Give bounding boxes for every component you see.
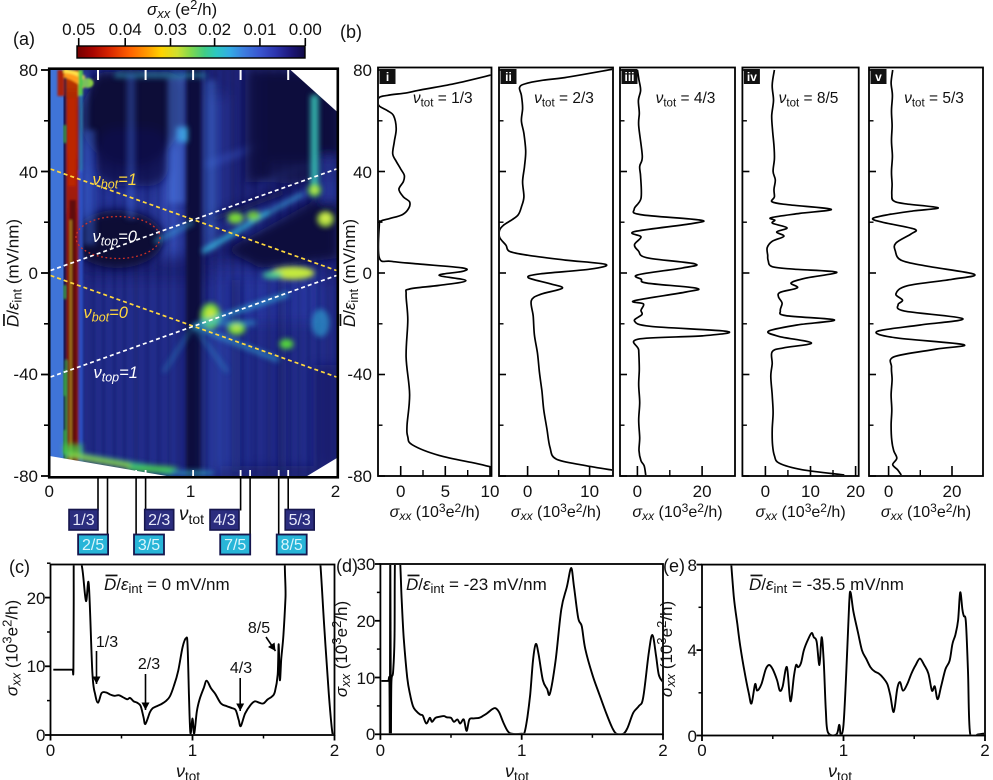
svg-text:4/3: 4/3 bbox=[230, 660, 252, 677]
svg-text:4: 4 bbox=[688, 641, 697, 660]
svg-text:0: 0 bbox=[366, 725, 375, 744]
svg-text:2: 2 bbox=[330, 741, 339, 760]
svg-text:1/3: 1/3 bbox=[72, 512, 94, 529]
svg-text:2: 2 bbox=[980, 741, 989, 760]
svg-text:νtot = 5/3: νtot = 5/3 bbox=[904, 90, 964, 110]
svg-text:80: 80 bbox=[353, 61, 372, 80]
svg-text:iii: iii bbox=[624, 70, 634, 84]
svg-text:1: 1 bbox=[188, 741, 197, 760]
svg-text:3/5: 3/5 bbox=[138, 537, 160, 554]
svg-text:σxx (103e2/h): σxx (103e2/h) bbox=[881, 501, 971, 523]
svg-text:-80: -80 bbox=[347, 467, 372, 486]
svg-text:0: 0 bbox=[688, 727, 697, 746]
svg-text:(c): (c) bbox=[9, 557, 30, 577]
svg-text:0: 0 bbox=[523, 482, 532, 501]
svg-text:0.01: 0.01 bbox=[243, 20, 276, 39]
svg-text:σxx (103e2/h): σxx (103e2/h) bbox=[329, 601, 353, 697]
svg-text:iv: iv bbox=[747, 70, 757, 84]
svg-text:σxx (e2/h): σxx (e2/h) bbox=[147, 0, 217, 21]
svg-text:0: 0 bbox=[29, 264, 38, 283]
svg-text:4/3: 4/3 bbox=[213, 512, 235, 529]
svg-text:0: 0 bbox=[884, 482, 893, 501]
svg-text:0: 0 bbox=[44, 482, 53, 501]
svg-text:0: 0 bbox=[376, 741, 385, 760]
svg-text:8: 8 bbox=[688, 556, 697, 575]
svg-text:σxx (103e2/h): σxx (103e2/h) bbox=[511, 501, 601, 523]
svg-text:i: i bbox=[386, 70, 389, 84]
svg-text:σxx (103e2/h): σxx (103e2/h) bbox=[755, 501, 845, 523]
svg-text:2/3: 2/3 bbox=[138, 656, 160, 673]
svg-text:(d): (d) bbox=[336, 556, 358, 576]
svg-text:2: 2 bbox=[658, 741, 667, 760]
svg-text:0.04: 0.04 bbox=[109, 20, 142, 39]
svg-text:(b): (b) bbox=[340, 22, 362, 42]
svg-text:νtot = 2/3: νtot = 2/3 bbox=[534, 90, 594, 110]
svg-text:10: 10 bbox=[481, 482, 500, 501]
svg-text:20: 20 bbox=[693, 482, 712, 501]
svg-text:0: 0 bbox=[36, 726, 45, 745]
svg-text:D/εint (mV/nm): D/εint (mV/nm) bbox=[4, 219, 25, 327]
svg-text:10: 10 bbox=[356, 669, 375, 688]
svg-text:5/3: 5/3 bbox=[289, 512, 311, 529]
svg-text:νtot = 1/3: νtot = 1/3 bbox=[413, 90, 473, 110]
svg-text:-80: -80 bbox=[13, 467, 38, 486]
svg-text:2/5: 2/5 bbox=[82, 537, 104, 554]
svg-text:σxx (103e2/h): σxx (103e2/h) bbox=[632, 501, 722, 523]
svg-text:v: v bbox=[875, 70, 882, 84]
svg-text:10: 10 bbox=[27, 657, 46, 676]
svg-text:40: 40 bbox=[19, 163, 38, 182]
svg-text:(a): (a) bbox=[13, 29, 35, 49]
svg-text:0.03: 0.03 bbox=[154, 20, 187, 39]
svg-text:ii: ii bbox=[505, 70, 512, 84]
svg-text:-40: -40 bbox=[347, 365, 372, 384]
svg-text:8/5: 8/5 bbox=[281, 537, 303, 554]
svg-text:0.05: 0.05 bbox=[62, 20, 95, 39]
svg-text:1: 1 bbox=[517, 741, 526, 760]
svg-text:20: 20 bbox=[356, 612, 375, 631]
svg-text:1: 1 bbox=[186, 482, 195, 501]
svg-text:νtot = 8/5: νtot = 8/5 bbox=[779, 90, 839, 110]
svg-text:νtot: νtot bbox=[505, 761, 529, 780]
svg-text:80: 80 bbox=[19, 61, 38, 80]
svg-text:0: 0 bbox=[697, 741, 706, 760]
svg-text:10: 10 bbox=[801, 482, 820, 501]
svg-text:D/εint = -23 mV/nm: D/εint = -23 mV/nm bbox=[406, 575, 547, 596]
svg-text:40: 40 bbox=[353, 163, 372, 182]
svg-text:1: 1 bbox=[839, 741, 848, 760]
svg-text:2/3: 2/3 bbox=[148, 512, 170, 529]
svg-text:0.00: 0.00 bbox=[289, 20, 322, 39]
svg-text:30: 30 bbox=[356, 555, 375, 574]
svg-text:2: 2 bbox=[331, 482, 340, 501]
svg-text:σxx (103e2/h): σxx (103e2/h) bbox=[654, 601, 678, 697]
svg-text:20: 20 bbox=[943, 482, 962, 501]
svg-text:0: 0 bbox=[761, 482, 770, 501]
svg-text:σxx (103e2/h): σxx (103e2/h) bbox=[0, 600, 24, 696]
svg-text:D/εint = 0 mV/nm: D/εint = 0 mV/nm bbox=[104, 575, 230, 596]
svg-text:νtot: νtot bbox=[176, 761, 200, 780]
svg-text:σxx (103e2/h): σxx (103e2/h) bbox=[390, 501, 480, 523]
svg-text:0: 0 bbox=[363, 264, 372, 283]
svg-text:-40: -40 bbox=[13, 365, 38, 384]
svg-text:νtot = 4/3: νtot = 4/3 bbox=[656, 90, 716, 110]
svg-text:5: 5 bbox=[441, 482, 450, 501]
svg-text:νtot: νtot bbox=[179, 504, 204, 527]
svg-text:0.02: 0.02 bbox=[198, 20, 231, 39]
svg-text:0: 0 bbox=[396, 482, 405, 501]
svg-text:νtot: νtot bbox=[828, 761, 852, 780]
svg-text:20: 20 bbox=[846, 482, 865, 501]
svg-text:νtop=1: νtop=1 bbox=[94, 364, 138, 385]
svg-text:(e): (e) bbox=[663, 556, 685, 576]
svg-text:0: 0 bbox=[46, 741, 55, 760]
svg-text:νbot=0: νbot=0 bbox=[84, 304, 129, 325]
svg-text:7/5: 7/5 bbox=[224, 537, 246, 554]
svg-text:0: 0 bbox=[633, 482, 642, 501]
svg-text:D/εint (mV/nm): D/εint (mV/nm) bbox=[340, 219, 361, 327]
svg-text:10: 10 bbox=[580, 482, 599, 501]
svg-text:1/3: 1/3 bbox=[96, 634, 118, 651]
svg-text:D/εint = -35.5 mV/nm: D/εint = -35.5 mV/nm bbox=[749, 575, 904, 596]
svg-text:8/5: 8/5 bbox=[248, 620, 270, 637]
svg-text:20: 20 bbox=[27, 589, 46, 608]
